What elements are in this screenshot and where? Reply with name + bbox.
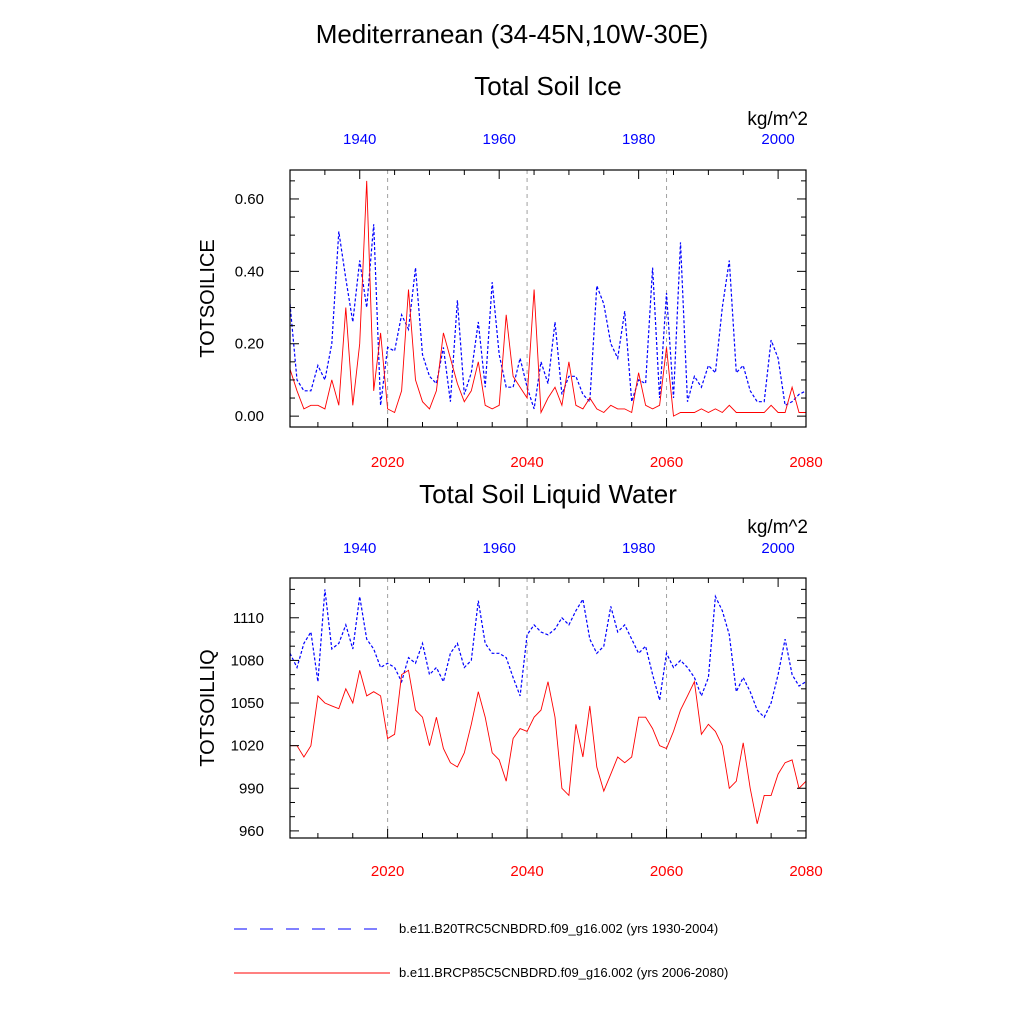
liq-x-top-tick-label: 2000 [761,540,794,557]
ice-x-top-tick-label: 2000 [761,131,794,148]
ice-y-axis-title: TOTSOILICE [197,239,219,358]
legend-label-rcp85: b.e11.BRCP85C5CNBDRD.f09_g16.002 (yrs 20… [399,965,728,980]
liq-x-top-tick-label: 1980 [622,540,655,557]
ice-x-top-tick-label: 1980 [622,131,655,148]
liq-x-bottom-tick-label: 2080 [789,863,822,880]
soil-ice-chart: Total Soil Ice kg/m^2 0.00 0.20 0.40 0.60 2020… [197,71,823,471]
liq-y-tick-label: 960 [239,823,264,840]
ice-x-bottom-tick-label: 2040 [510,454,543,471]
ice-chart-title: Total Soil Ice [474,71,621,101]
ice-rcp85-series-line [290,180,806,417]
ice-y-tick-label: 0.40 [235,263,264,280]
ice-x-bottom-tick-label: 2080 [789,454,822,471]
ice-x-bottom-tick-label: 2020 [371,454,404,471]
ice-y-tick-label: 0.60 [235,191,264,208]
ice-y-tick-label: 0.20 [235,336,264,353]
liq-plot-frame [289,577,807,839]
ice-plot-frame [289,169,807,428]
liq-rcp85-series-line [290,669,806,824]
soil-liquid-chart: Total Soil Liquid Water kg/m^2 960 990 1020 1… [197,479,823,880]
liq-y-tick-label: 990 [239,780,264,797]
liq-x-bottom-tick-label: 2040 [510,863,543,880]
liq-x-bottom-tick-label: 2060 [650,863,683,880]
liq-historical-series-line [290,589,806,719]
ice-x-bottom-tick-label: 2060 [650,454,683,471]
liq-units-label: kg/m^2 [747,517,808,538]
ice-historical-series-line [290,224,806,410]
liq-y-axis-title: TOTSOILLIQ [197,649,219,766]
liq-chart-title: Total Soil Liquid Water [419,479,677,509]
liq-x-top-tick-label: 1940 [343,540,376,557]
ice-x-top-tick-label: 1940 [343,131,376,148]
figure-title: Mediterranean (34-45N,10W-30E) [316,19,709,49]
liq-y-tick-label: 1050 [231,695,264,712]
ice-units-label: kg/m^2 [747,109,808,130]
liq-x-bottom-tick-label: 2020 [371,863,404,880]
legend: b.e11.B20TRC5CNBDRD.f09_g16.002 (yrs 193… [234,921,728,980]
ice-x-top-tick-label: 1960 [483,131,516,148]
liq-y-tick-label: 1110 [233,610,264,627]
liq-y-tick-label: 1080 [231,652,264,669]
liq-y-tick-label: 1020 [231,738,264,755]
ice-y-tick-label: 0.00 [235,408,264,425]
liq-x-top-tick-label: 1960 [483,540,516,557]
legend-label-historical: b.e11.B20TRC5CNBDRD.f09_g16.002 (yrs 193… [399,921,718,936]
